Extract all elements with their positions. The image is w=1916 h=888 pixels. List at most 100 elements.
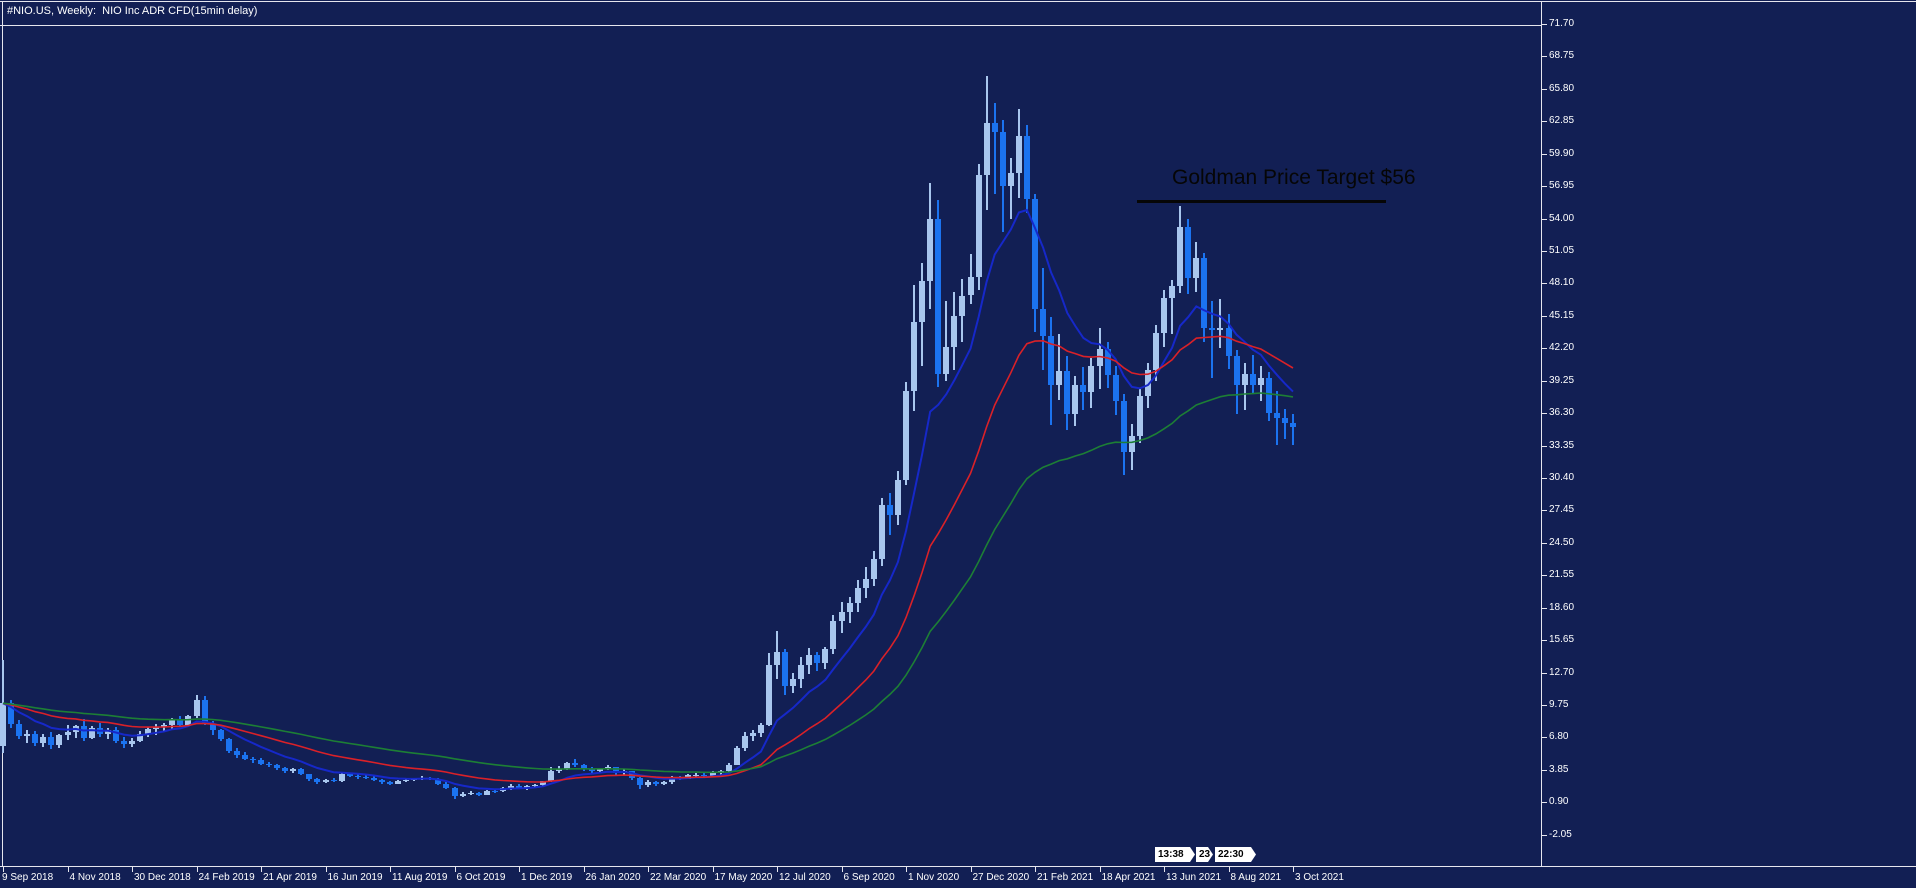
candle-wick — [945, 300, 948, 382]
candle-body — [201, 700, 208, 724]
candle-body — [1136, 395, 1143, 437]
price-axis-label: -2.05 — [1549, 828, 1572, 840]
candle-body — [354, 775, 361, 777]
candle-body — [338, 774, 345, 782]
candle-body — [403, 780, 410, 782]
candle-body — [959, 295, 966, 317]
candle-body — [1273, 413, 1280, 418]
candle-body — [290, 768, 297, 771]
candle-wick — [251, 757, 254, 763]
candle-body — [1249, 373, 1256, 385]
annotation-goldman-target-line[interactable] — [1137, 200, 1386, 203]
candle-body — [822, 649, 829, 663]
time-axis-label: 30 Dec 2018 — [134, 872, 191, 883]
candle-body — [765, 664, 772, 726]
candle-body — [983, 122, 990, 175]
time-axis-tick — [1035, 866, 1036, 872]
price-axis-tick — [1541, 315, 1547, 317]
price-axis-tick — [1541, 218, 1547, 220]
candle-body — [790, 679, 797, 686]
candle-body — [911, 321, 918, 392]
candle-wick — [1275, 391, 1278, 445]
candle-body — [1201, 258, 1208, 329]
time-axis-tick — [583, 866, 585, 872]
candle-body — [112, 729, 119, 742]
time-axis-label: 26 Jan 2020 — [585, 872, 641, 883]
price-axis-label: 24.50 — [1549, 536, 1575, 548]
time-axis-label: 6 Sep 2020 — [843, 872, 895, 883]
candle-body — [1015, 136, 1022, 174]
candle-body — [1112, 374, 1119, 402]
candle-body — [346, 774, 353, 776]
price-axis-label: 65.80 — [1549, 82, 1575, 94]
candle-body — [1056, 371, 1063, 385]
time-badge: 22:30 — [1215, 847, 1256, 862]
candle-body — [1120, 401, 1127, 452]
candle-body — [540, 781, 547, 785]
candle-wick — [574, 758, 577, 768]
candle-body — [862, 579, 869, 588]
time-axis-tick — [841, 866, 843, 872]
time-axis-label: 21 Feb 2021 — [1037, 872, 1094, 883]
candle-body — [32, 734, 39, 744]
candle-body — [604, 767, 611, 769]
candle-body — [1104, 349, 1111, 375]
candle-body — [645, 781, 651, 786]
candle-body — [749, 732, 756, 737]
chart-title: #NIO.US, Weekly: NIO Inc ADR CFD(15min d… — [7, 5, 258, 17]
price-axis-label: 59.90 — [1549, 147, 1575, 159]
candle-body — [1144, 370, 1151, 396]
candle-body — [1032, 198, 1038, 309]
candle-body — [806, 654, 813, 665]
price-axis-label: 21.55 — [1549, 569, 1575, 581]
fast-ma-line — [2, 208, 1294, 791]
time-axis-tick — [454, 866, 456, 872]
candle-body — [306, 774, 313, 780]
candle-body — [169, 719, 176, 726]
candle-body — [1023, 136, 1030, 199]
candle-body — [1152, 332, 1159, 371]
candle-body — [564, 763, 571, 770]
price-axis-tick — [1541, 510, 1547, 512]
price-axis-tick — [1541, 413, 1547, 415]
price-axis-label: 15.65 — [1549, 634, 1575, 646]
price-axis[interactable]: 71.70 68.75 65.80 62.85 59.90 56.95 54.00 51.05… — [1541, 0, 1916, 866]
time-axis-label: 16 Jun 2019 — [327, 872, 383, 883]
candle-body — [661, 782, 668, 785]
candle-body — [1088, 365, 1095, 393]
candle-body — [282, 768, 289, 771]
candle-body — [701, 774, 708, 777]
price-axis-tick — [1541, 477, 1547, 479]
price-axis-tick — [1541, 769, 1547, 771]
candle-body — [927, 218, 934, 282]
candle-body — [975, 174, 982, 277]
price-axis-tick — [1541, 56, 1547, 58]
time-axis-tick — [325, 866, 327, 872]
candle-body — [507, 785, 514, 789]
time-axis-label: 27 Dec 2020 — [972, 872, 1030, 883]
time-axis-label: 11 Aug 2019 — [392, 872, 448, 883]
candle-wick — [1009, 158, 1012, 219]
plot-top-border — [0, 25, 1541, 26]
time-axis-label: 17 May 2020 — [714, 872, 773, 883]
candle-body — [225, 739, 232, 752]
candle-body — [322, 779, 329, 783]
medium-ma-line — [2, 335, 1294, 783]
price-axis-label: 18.60 — [1549, 601, 1575, 613]
candle-body — [491, 790, 498, 792]
time-axis[interactable]: 9 Sep 2018 4 Nov 2018 30 Dec 2018 24 Feb 20… — [0, 866, 1916, 888]
candle-body — [1281, 417, 1288, 423]
price-axis-label: 12.70 — [1549, 666, 1575, 678]
candle-body — [362, 776, 369, 778]
candle-body — [56, 734, 63, 746]
candle-body — [919, 281, 926, 322]
candle-body — [64, 731, 71, 735]
candle-body — [725, 764, 732, 771]
candle-body — [886, 505, 893, 516]
annotation-goldman-target-text[interactable]: Goldman Price Target $56 — [1172, 166, 1416, 189]
price-axis-tick — [1541, 348, 1547, 350]
candle-wick — [1283, 408, 1286, 440]
